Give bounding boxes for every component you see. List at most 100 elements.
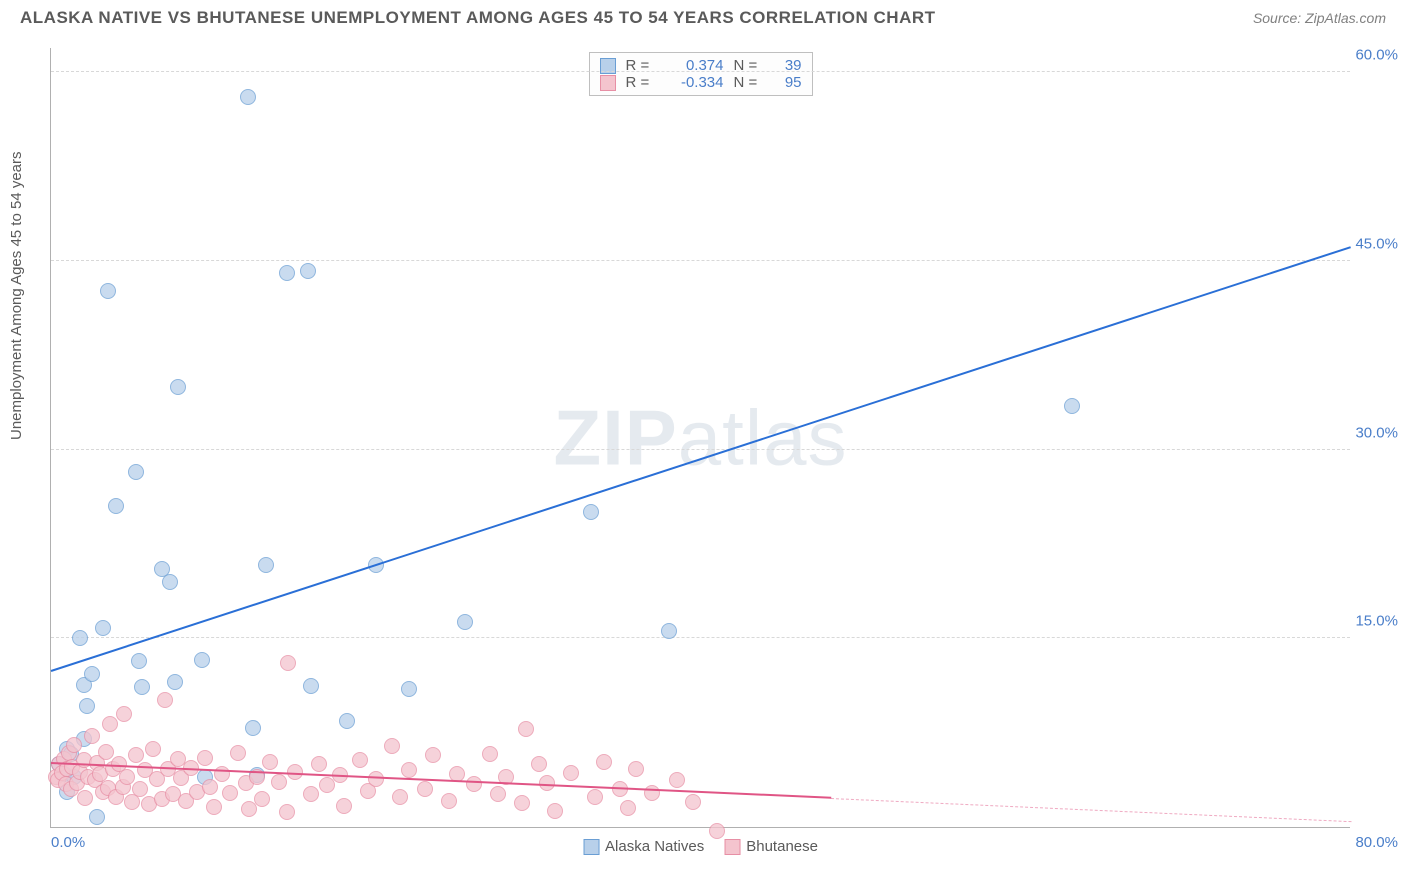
y-tick-label: 15.0% <box>1355 613 1398 630</box>
data-point <box>628 761 644 777</box>
data-point <box>401 762 417 778</box>
data-point <box>300 263 316 279</box>
data-point <box>303 678 319 694</box>
stat-r-value: -0.334 <box>664 74 724 91</box>
y-tick-label: 30.0% <box>1355 424 1398 441</box>
data-point <box>72 630 88 646</box>
data-point <box>280 655 296 671</box>
legend-stat-row: R = -0.334 N = 95 <box>600 74 802 91</box>
data-point <box>279 265 295 281</box>
series-legend: Alaska Natives Bhutanese <box>583 838 818 855</box>
data-point <box>303 786 319 802</box>
data-point <box>441 793 457 809</box>
data-point <box>162 574 178 590</box>
data-point <box>685 794 701 810</box>
data-point <box>134 679 150 695</box>
data-point <box>482 746 498 762</box>
gridline <box>51 637 1350 638</box>
data-point <box>490 786 506 802</box>
scatter-chart: ZIPatlas R = 0.374 N = 39 R = -0.334 N =… <box>50 48 1350 828</box>
data-point <box>128 747 144 763</box>
data-point <box>240 89 256 105</box>
data-point <box>417 781 433 797</box>
data-point <box>100 283 116 299</box>
data-point <box>108 498 124 514</box>
data-point <box>202 779 218 795</box>
data-point <box>258 557 274 573</box>
y-tick-label: 60.0% <box>1355 47 1398 64</box>
data-point <box>170 379 186 395</box>
gridline <box>51 449 1350 450</box>
data-point <box>514 795 530 811</box>
stat-label: N = <box>734 74 762 91</box>
gridline <box>51 260 1350 261</box>
data-point <box>352 752 368 768</box>
data-point <box>1064 398 1080 414</box>
x-tick-label: 80.0% <box>1355 834 1398 851</box>
data-point <box>132 781 148 797</box>
data-point <box>84 728 100 744</box>
legend-item: Bhutanese <box>724 838 818 855</box>
data-point <box>279 804 295 820</box>
legend-swatch <box>724 839 740 855</box>
data-point <box>128 464 144 480</box>
gridline <box>51 71 1350 72</box>
data-point <box>466 776 482 792</box>
data-point <box>457 614 473 630</box>
data-point <box>271 774 287 790</box>
source-attribution: Source: ZipAtlas.com <box>1253 10 1386 26</box>
data-point <box>425 747 441 763</box>
data-point <box>368 771 384 787</box>
data-point <box>392 789 408 805</box>
stat-label: R = <box>626 74 654 91</box>
data-point <box>222 785 238 801</box>
data-point <box>206 799 222 815</box>
legend-label: Bhutanese <box>746 838 818 855</box>
watermark-text: ZIPatlas <box>553 392 847 483</box>
y-axis-label: Unemployment Among Ages 45 to 54 years <box>8 151 25 440</box>
trend-line <box>51 246 1352 672</box>
legend-swatch <box>583 839 599 855</box>
data-point <box>157 692 173 708</box>
correlation-legend: R = 0.374 N = 39 R = -0.334 N = 95 <box>589 52 813 96</box>
data-point <box>89 809 105 825</box>
data-point <box>644 785 660 801</box>
data-point <box>102 716 118 732</box>
x-tick-label: 0.0% <box>51 834 85 851</box>
data-point <box>518 721 534 737</box>
data-point <box>384 738 400 754</box>
data-point <box>583 504 599 520</box>
y-tick-label: 45.0% <box>1355 235 1398 252</box>
data-point <box>339 713 355 729</box>
data-point <box>563 765 579 781</box>
chart-title: ALASKA NATIVE VS BHUTANESE UNEMPLOYMENT … <box>20 8 936 28</box>
data-point <box>197 750 213 766</box>
data-point <box>116 706 132 722</box>
data-point <box>66 737 82 753</box>
data-point <box>709 823 725 839</box>
legend-swatch <box>600 75 616 91</box>
data-point <box>145 741 161 757</box>
data-point <box>230 745 246 761</box>
data-point <box>131 653 147 669</box>
data-point <box>531 756 547 772</box>
data-point <box>194 652 210 668</box>
data-point <box>77 790 93 806</box>
data-point <box>311 756 327 772</box>
data-point <box>84 666 100 682</box>
data-point <box>547 803 563 819</box>
data-point <box>587 789 603 805</box>
stat-n-value: 95 <box>772 74 802 91</box>
data-point <box>167 674 183 690</box>
data-point <box>79 698 95 714</box>
data-point <box>119 769 135 785</box>
data-point <box>620 800 636 816</box>
data-point <box>401 681 417 697</box>
data-point <box>596 754 612 770</box>
data-point <box>669 772 685 788</box>
trend-line <box>831 798 1351 822</box>
data-point <box>262 754 278 770</box>
legend-label: Alaska Natives <box>605 838 704 855</box>
data-point <box>95 620 111 636</box>
data-point <box>661 623 677 639</box>
